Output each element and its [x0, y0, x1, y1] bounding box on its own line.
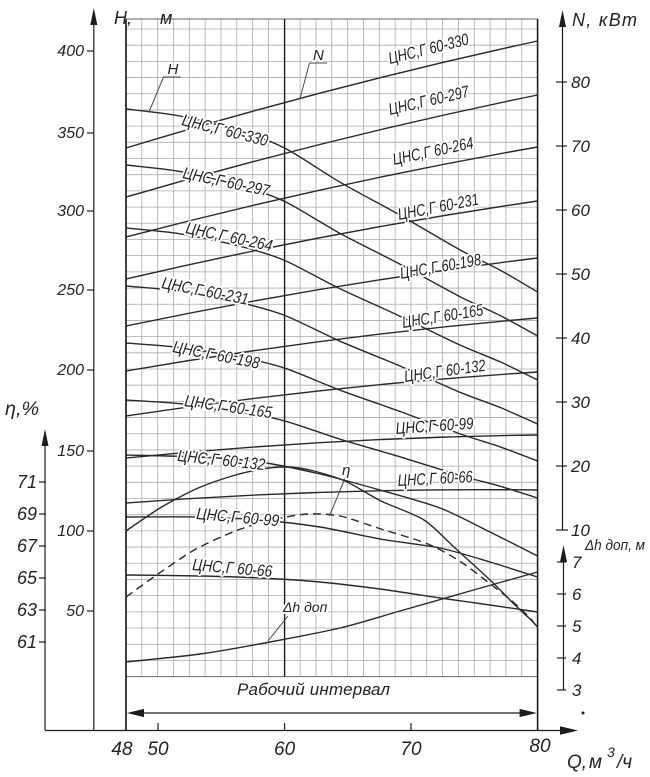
- svg-text:м: м: [589, 752, 602, 773]
- svg-text:Δh доп: Δh доп: [282, 599, 328, 615]
- svg-text:N: N: [313, 47, 324, 64]
- svg-text:N, кВт: N, кВт: [572, 10, 637, 30]
- svg-text:50: 50: [147, 739, 169, 760]
- svg-text:H: H: [168, 61, 179, 78]
- svg-text:м: м: [160, 8, 172, 28]
- svg-text:60: 60: [571, 201, 590, 220]
- svg-text:69: 69: [17, 504, 37, 524]
- svg-text:3: 3: [607, 744, 615, 760]
- svg-text:Н,: Н,: [114, 8, 132, 28]
- svg-text:65: 65: [17, 568, 38, 588]
- svg-text:50: 50: [571, 265, 590, 284]
- svg-text:400: 400: [57, 43, 84, 60]
- svg-text:50: 50: [66, 603, 84, 620]
- svg-text:30: 30: [571, 393, 590, 412]
- svg-text:5: 5: [572, 617, 582, 636]
- svg-text:3: 3: [572, 681, 582, 700]
- svg-text:150: 150: [57, 443, 84, 460]
- svg-text:71: 71: [17, 472, 37, 492]
- svg-text:20: 20: [570, 457, 590, 476]
- svg-text:Рабочий интервал: Рабочий интервал: [237, 680, 390, 699]
- svg-text:4: 4: [572, 649, 581, 668]
- svg-text:80: 80: [571, 73, 590, 92]
- svg-text:10: 10: [571, 521, 590, 540]
- svg-text:7: 7: [572, 553, 582, 572]
- svg-text:η: η: [342, 462, 350, 479]
- svg-text:Δh доп, м: Δh доп, м: [584, 537, 645, 554]
- svg-text:350: 350: [57, 125, 84, 142]
- svg-text:300: 300: [57, 203, 84, 220]
- svg-text:100: 100: [57, 523, 84, 540]
- svg-text:70: 70: [571, 137, 590, 156]
- svg-text:80: 80: [529, 736, 551, 757]
- svg-text:70: 70: [400, 739, 422, 760]
- svg-text:200: 200: [56, 362, 84, 379]
- svg-text:61: 61: [17, 632, 37, 652]
- svg-text:Q,: Q,: [567, 752, 587, 773]
- svg-text:48: 48: [111, 739, 133, 760]
- svg-text:63: 63: [17, 600, 37, 620]
- svg-text:6: 6: [572, 585, 582, 604]
- svg-text:/ч: /ч: [615, 752, 632, 773]
- svg-text:60: 60: [274, 739, 296, 760]
- svg-text:40: 40: [571, 329, 590, 348]
- svg-text:67: 67: [17, 536, 38, 556]
- svg-text:250: 250: [56, 282, 84, 299]
- svg-text:η,%: η,%: [5, 399, 39, 420]
